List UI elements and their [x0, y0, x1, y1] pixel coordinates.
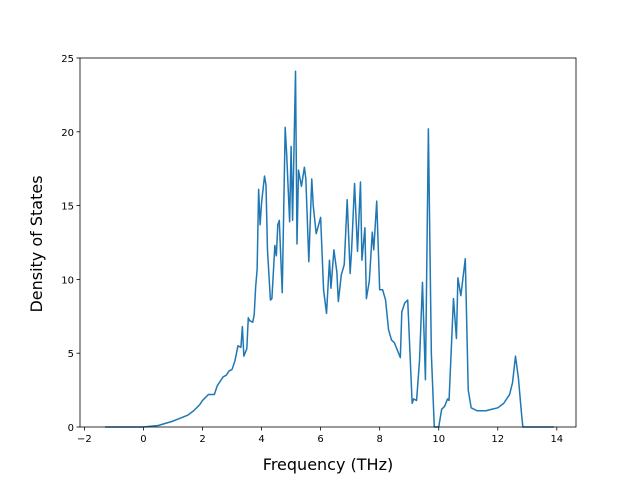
y-tick-label: 5	[68, 349, 74, 360]
x-tick-label: 12	[491, 434, 504, 445]
x-tick-label: 8	[376, 434, 382, 445]
line	[105, 70, 554, 428]
x-tick-label: 10	[432, 434, 445, 445]
x-tick-label: 2	[199, 434, 205, 445]
x-axis-label: Frequency (THz)	[263, 455, 393, 474]
x-tick-label: 14	[550, 434, 563, 445]
y-tick-label: 0	[68, 423, 74, 434]
x-tick-label: −2	[77, 434, 92, 445]
x-tick-label: 0	[140, 434, 146, 445]
y-tick-label: 10	[61, 275, 74, 286]
y-axis-label: Density of States	[27, 175, 46, 312]
axes-frame	[79, 57, 577, 428]
y-tick-label: 25	[61, 54, 74, 65]
y-tick-label: 20	[61, 128, 74, 139]
y-tick-label: 15	[61, 202, 74, 213]
x-tick-label: 4	[258, 434, 264, 445]
x-tick-label: 6	[317, 434, 323, 445]
